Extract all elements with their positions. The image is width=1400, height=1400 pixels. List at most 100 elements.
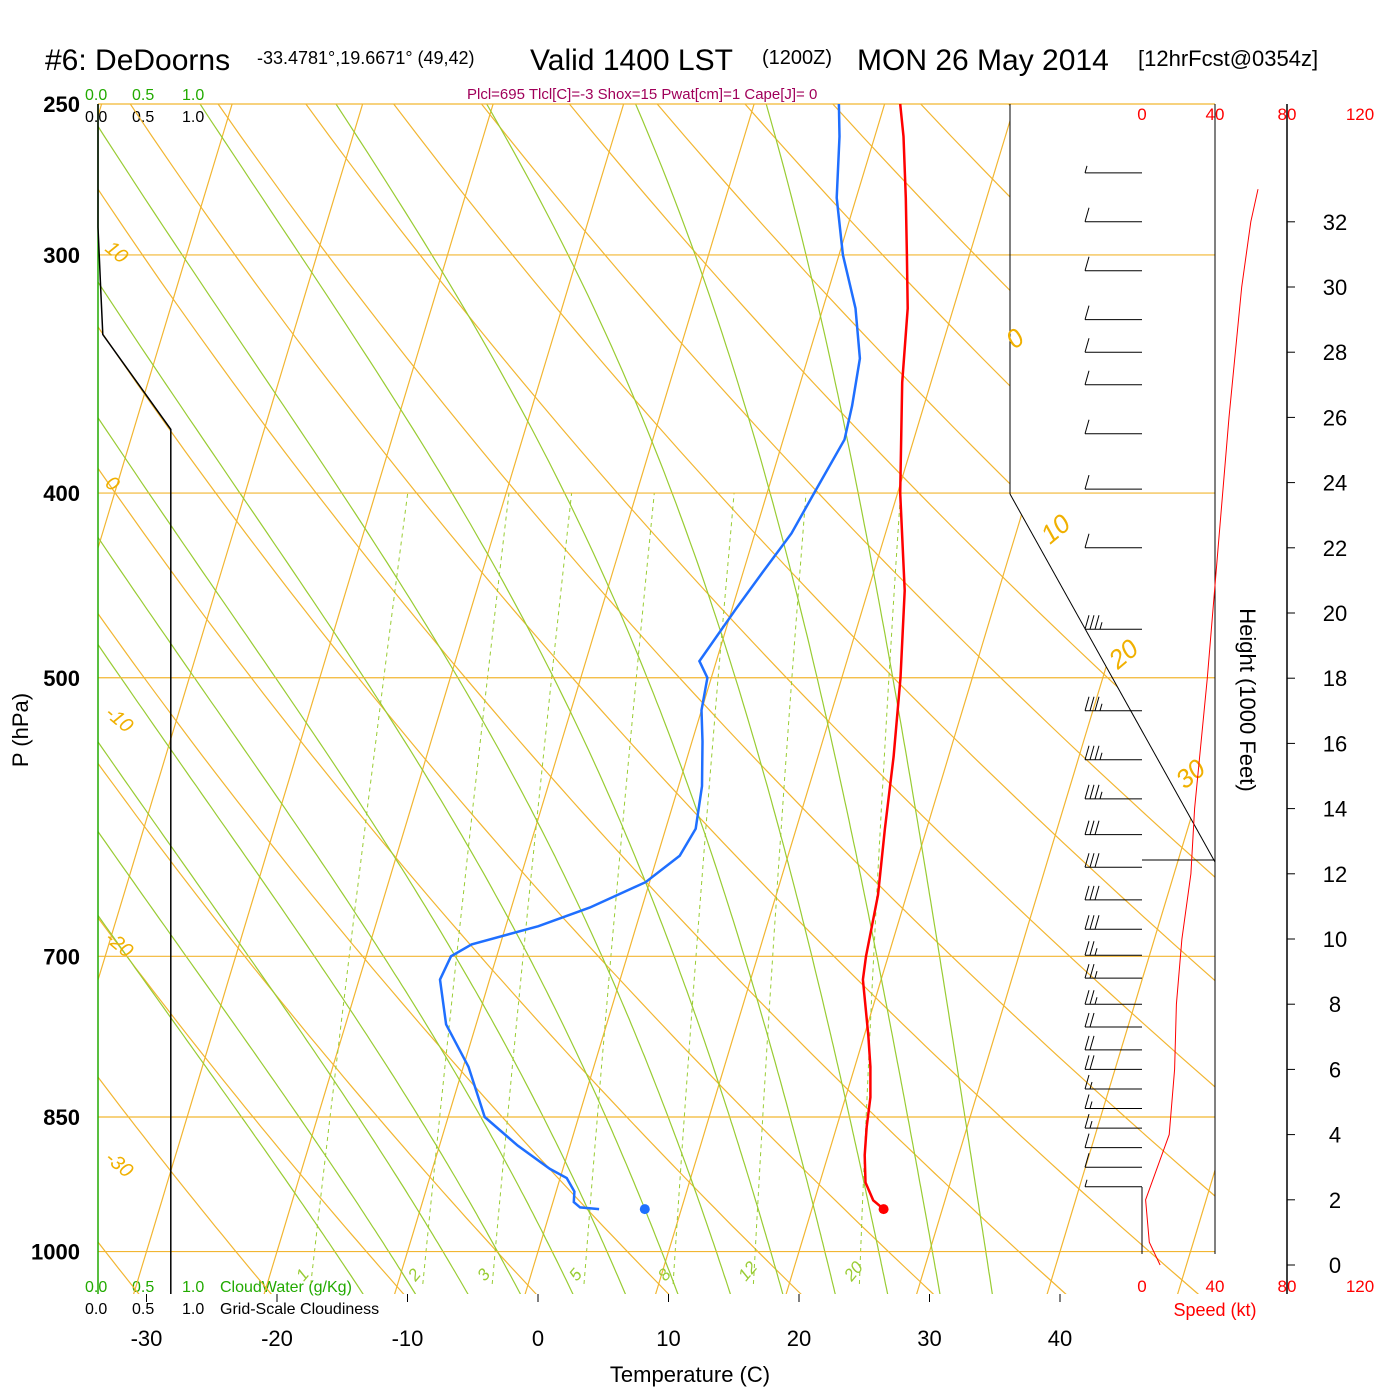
- wind-barb: [1084, 474, 1142, 490]
- indices-line: Plcl=695 Tlcl[C]=-3 Shox=15 Pwat[cm]=1 C…: [467, 86, 817, 103]
- data-layer: [97, 103, 1259, 1294]
- wind-barb: [1084, 207, 1142, 223]
- wind-barb: [1084, 1035, 1142, 1051]
- x-tick-label: -20: [261, 1326, 293, 1351]
- wind-barb: [1084, 990, 1142, 1005]
- dry-adiabat-label: -30: [101, 1147, 137, 1182]
- wind-barb: [1084, 941, 1142, 956]
- wind-barb: [1084, 615, 1142, 630]
- wind-barb: [1084, 1094, 1142, 1110]
- cloudiness-tick: 1.0: [182, 1301, 204, 1318]
- mixing-ratio-label: 2: [403, 1265, 425, 1286]
- wind-speed-line: [1145, 189, 1259, 1266]
- wind-barb: [1084, 533, 1142, 549]
- height-tick-label: 18: [1323, 666, 1347, 691]
- wind-barb: [1084, 784, 1142, 800]
- cloudiness-tick: 0.5: [132, 109, 154, 126]
- pressure-tick-label: 250: [43, 92, 80, 117]
- height-tick-label: 4: [1329, 1123, 1341, 1148]
- isotherm-label: 0: [1000, 322, 1031, 355]
- wind-barb: [1084, 419, 1142, 435]
- isotherm-label: 30: [1170, 753, 1212, 795]
- cloudiness-line: [97, 104, 172, 1294]
- wind-barb: [1084, 165, 1142, 174]
- pressure-tick-label: 300: [43, 243, 80, 268]
- wind-barb: [1084, 853, 1142, 868]
- dry-adiabat-label: 10: [101, 237, 132, 268]
- height-tick-label: 22: [1323, 536, 1347, 561]
- pressure-tick-label: 700: [43, 944, 80, 969]
- temperature-line: [861, 103, 909, 1211]
- height-tick-label: 0: [1329, 1253, 1341, 1278]
- cloudwater-tick: 1.0: [182, 87, 204, 104]
- height-tick-label: 20: [1323, 601, 1347, 626]
- wind-barb: [1084, 820, 1142, 836]
- forecast-date: MON 26 May 2014: [857, 44, 1109, 77]
- x-tick-label: 20: [787, 1326, 811, 1351]
- dewpoint-line: [438, 103, 862, 1211]
- speed-tick-label: 120: [1346, 1277, 1374, 1296]
- cloudiness-tick: 0.0: [85, 109, 107, 126]
- speed-tick-label: 80: [1278, 1277, 1297, 1296]
- x-tick-label: 40: [1048, 1326, 1072, 1351]
- x-tick-label: 10: [656, 1326, 680, 1351]
- y-axis-title: P (hPa): [8, 693, 33, 767]
- height-tick-label: 16: [1323, 731, 1347, 756]
- pressure-tick-label: 1000: [31, 1240, 80, 1265]
- wind-barb: [1084, 370, 1142, 386]
- speed-tick-label: 40: [1206, 1277, 1225, 1296]
- cloudwater-tick: 0.0: [85, 87, 107, 104]
- surface-marker: [878, 1204, 889, 1215]
- height-tick-label: 8: [1329, 992, 1341, 1017]
- x-tick-label: 0: [532, 1326, 544, 1351]
- speed-tick-label: 120: [1346, 105, 1374, 124]
- station-title: #6: DeDoorns: [45, 44, 230, 77]
- isotherm-label: 20: [1102, 633, 1145, 676]
- wind-barb: [1084, 305, 1142, 321]
- speed-tick-label: 80: [1278, 105, 1297, 124]
- cloud-scale-bottom: 0.0 0.5 1.0 CloudWater (g/Kg) 0.0 0.5 1.…: [85, 1279, 379, 1318]
- height-tick-label: 14: [1323, 797, 1347, 822]
- pressure-tick-label: 400: [43, 481, 80, 506]
- cloudiness-label: Grid-Scale Cloudiness: [220, 1301, 379, 1318]
- height-tick-label: 32: [1323, 210, 1347, 235]
- wind-barb: [1084, 696, 1142, 712]
- speed-tick-label: 0: [1137, 105, 1146, 124]
- cloudwater-label: CloudWater (g/Kg): [220, 1279, 352, 1296]
- zulu-time: (1200Z): [762, 47, 832, 69]
- wind-barb: [1084, 915, 1142, 930]
- x-tick-label: 30: [917, 1326, 941, 1351]
- speed-tick-label: 40: [1206, 105, 1225, 124]
- dry-adiabat-label: -20: [101, 927, 137, 962]
- cloudwater-tick: 0.5: [132, 87, 154, 104]
- cloudiness-tick: 0.5: [132, 1301, 154, 1318]
- wind-barb: [1084, 885, 1142, 901]
- wind-barb: [1084, 745, 1142, 761]
- dry-adiabat-label: -10: [101, 702, 137, 737]
- cloudwater-tick: 1.0: [182, 1279, 204, 1296]
- surface-marker: [639, 1204, 650, 1215]
- cloud-scale-top: 0.0 0.5 1.0 0.0 0.5 1.0: [85, 87, 204, 126]
- wind-barb: [1084, 1012, 1142, 1028]
- height-tick-label: 2: [1329, 1188, 1341, 1213]
- speed-tick-label: 0: [1137, 1277, 1146, 1296]
- height-tick-label: 28: [1323, 340, 1347, 365]
- x-tick-label: -30: [131, 1326, 163, 1351]
- forecast-info: [12hrFcst@0354z]: [1138, 46, 1318, 71]
- x-tick-label: -10: [392, 1326, 424, 1351]
- speed-axis-title: Speed (kt): [1173, 1300, 1256, 1320]
- wind-barb: [1084, 1074, 1142, 1090]
- x-axis-title: Temperature (C): [610, 1362, 770, 1387]
- mixing-ratio-label: 3: [473, 1265, 494, 1285]
- height-axis-title: Height (1000 Feet): [1235, 608, 1260, 791]
- wind-barb: [1084, 1179, 1142, 1188]
- mixing-ratio-label: 5: [565, 1265, 586, 1285]
- axis-ticks: -30 -20 -10 0 10 20 30 402503004005007008501000…: [31, 92, 1374, 1351]
- dry-adiabat-label: 0: [101, 472, 124, 496]
- cloudwater-tick: 0.0: [85, 1279, 107, 1296]
- height-tick-label: 26: [1323, 405, 1347, 430]
- cloudiness-tick: 0.0: [85, 1301, 107, 1318]
- height-tick-label: 10: [1323, 927, 1347, 952]
